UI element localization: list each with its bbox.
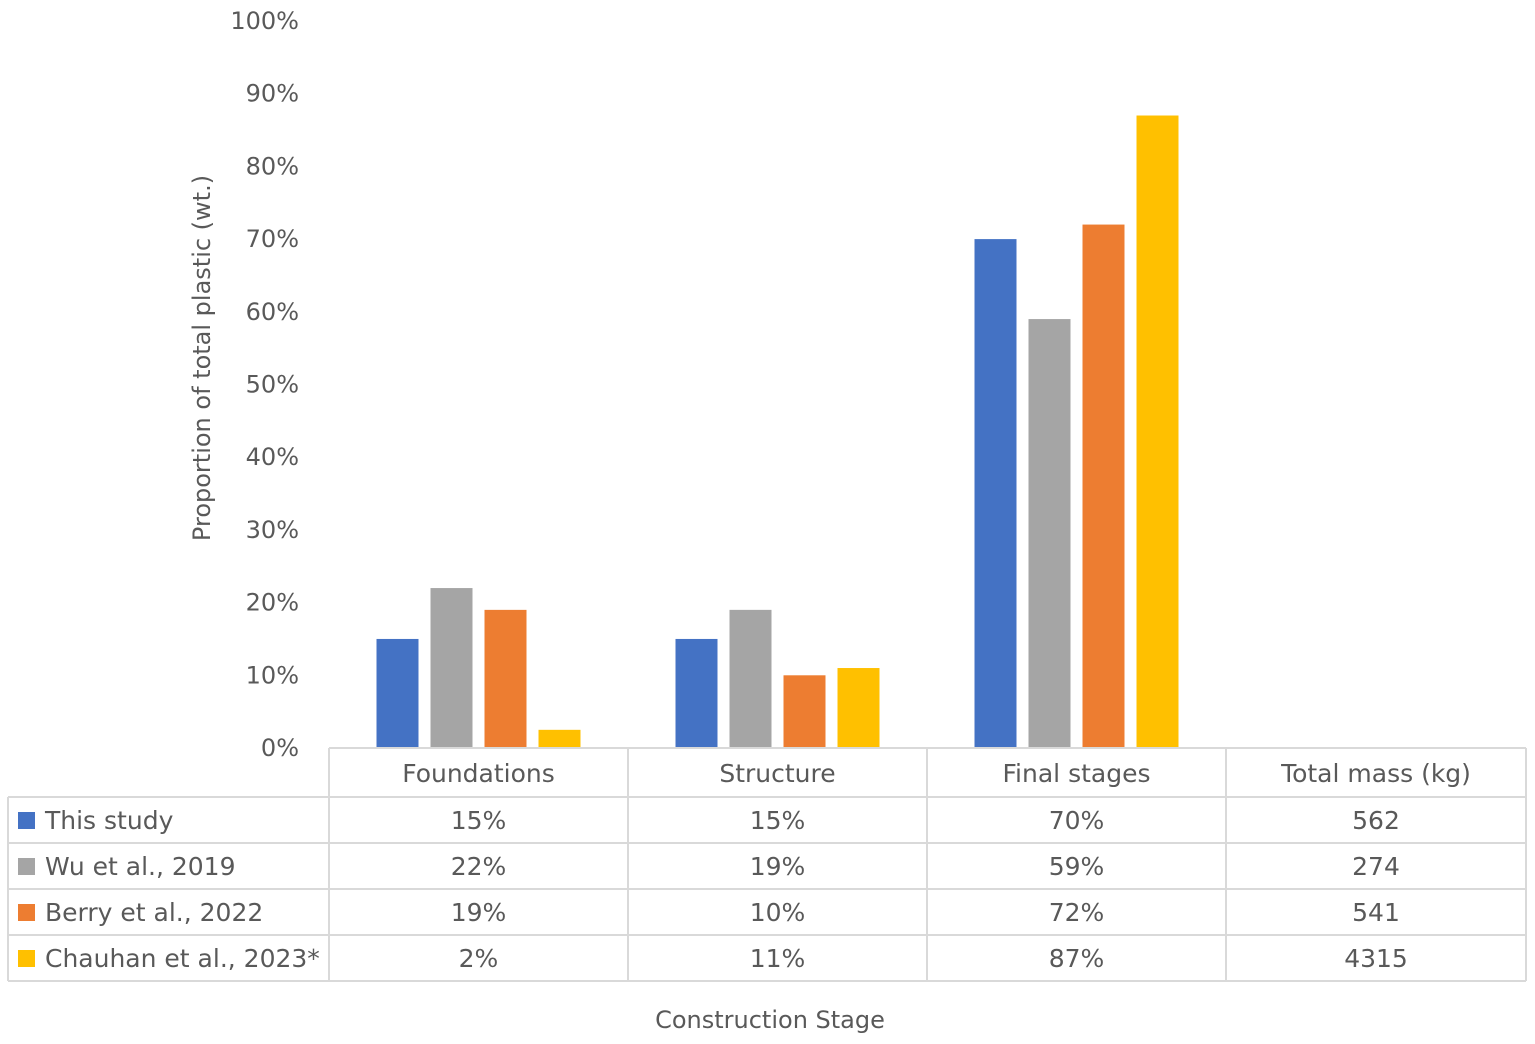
- legend-swatch: [18, 904, 35, 921]
- table-cell: 72%: [1049, 898, 1105, 927]
- legend-label: Berry et al., 2022: [45, 898, 263, 927]
- table-cell: 22%: [451, 852, 507, 881]
- y-axis-ticks: 0% 10% 20% 30% 40% 50% 60% 70% 80% 90% 100%: [230, 7, 299, 762]
- bar: [974, 239, 1017, 748]
- legend-swatch: [18, 812, 35, 829]
- table-cell: 19%: [451, 898, 507, 927]
- table-cell: 19%: [750, 852, 806, 881]
- table-cell: 10%: [750, 898, 806, 927]
- y-tick-label: 50%: [246, 371, 299, 399]
- table-cell: 2%: [459, 944, 499, 973]
- table-header: Final stages: [1003, 759, 1151, 788]
- bars: [376, 115, 1179, 748]
- bar: [783, 675, 826, 748]
- bar: [538, 729, 581, 748]
- y-tick-label: 10%: [246, 661, 299, 689]
- bar: [430, 588, 473, 748]
- table-cell: 11%: [750, 944, 806, 973]
- bar: [1136, 115, 1179, 748]
- legend-swatch: [18, 950, 35, 967]
- y-tick-label: 60%: [246, 298, 299, 326]
- table-cell-total: 541: [1352, 898, 1400, 927]
- y-axis-title: Proportion of total plastic (wt.): [188, 175, 216, 541]
- table-cell: 70%: [1049, 806, 1105, 835]
- bar: [1082, 224, 1125, 748]
- y-tick-label: 80%: [246, 152, 299, 180]
- bar: [675, 638, 718, 748]
- data-table: Foundations Structure Final stages Total ma…: [7, 747, 1527, 982]
- legend-swatch: [18, 858, 35, 875]
- y-tick-label: 0%: [261, 734, 299, 762]
- table-cell: 15%: [750, 806, 806, 835]
- table-cell-total: 562: [1352, 806, 1400, 835]
- bar: [484, 609, 527, 748]
- table-cell: 59%: [1049, 852, 1105, 881]
- bar: [729, 609, 772, 748]
- table-header: Structure: [719, 759, 835, 788]
- table-cell-total: 274: [1352, 852, 1400, 881]
- y-tick-label: 100%: [230, 7, 299, 35]
- bar: [837, 668, 880, 748]
- y-tick-label: 20%: [246, 589, 299, 617]
- y-tick-label: 90%: [246, 80, 299, 108]
- table-cell-total: 4315: [1344, 944, 1408, 973]
- legend-label: Wu et al., 2019: [45, 852, 235, 881]
- x-axis-title: Construction Stage: [655, 1006, 885, 1034]
- table-cell: 15%: [451, 806, 507, 835]
- bar: [1028, 319, 1071, 748]
- legend-label: This study: [44, 806, 174, 835]
- y-tick-label: 30%: [246, 516, 299, 544]
- table-cell: 87%: [1049, 944, 1105, 973]
- table-header: Foundations: [402, 759, 555, 788]
- y-tick-label: 40%: [246, 443, 299, 471]
- bar: [376, 638, 419, 748]
- legend-label: Chauhan et al., 2023*: [45, 944, 320, 973]
- y-tick-label: 70%: [246, 225, 299, 253]
- table-header: Total mass (kg): [1280, 759, 1471, 788]
